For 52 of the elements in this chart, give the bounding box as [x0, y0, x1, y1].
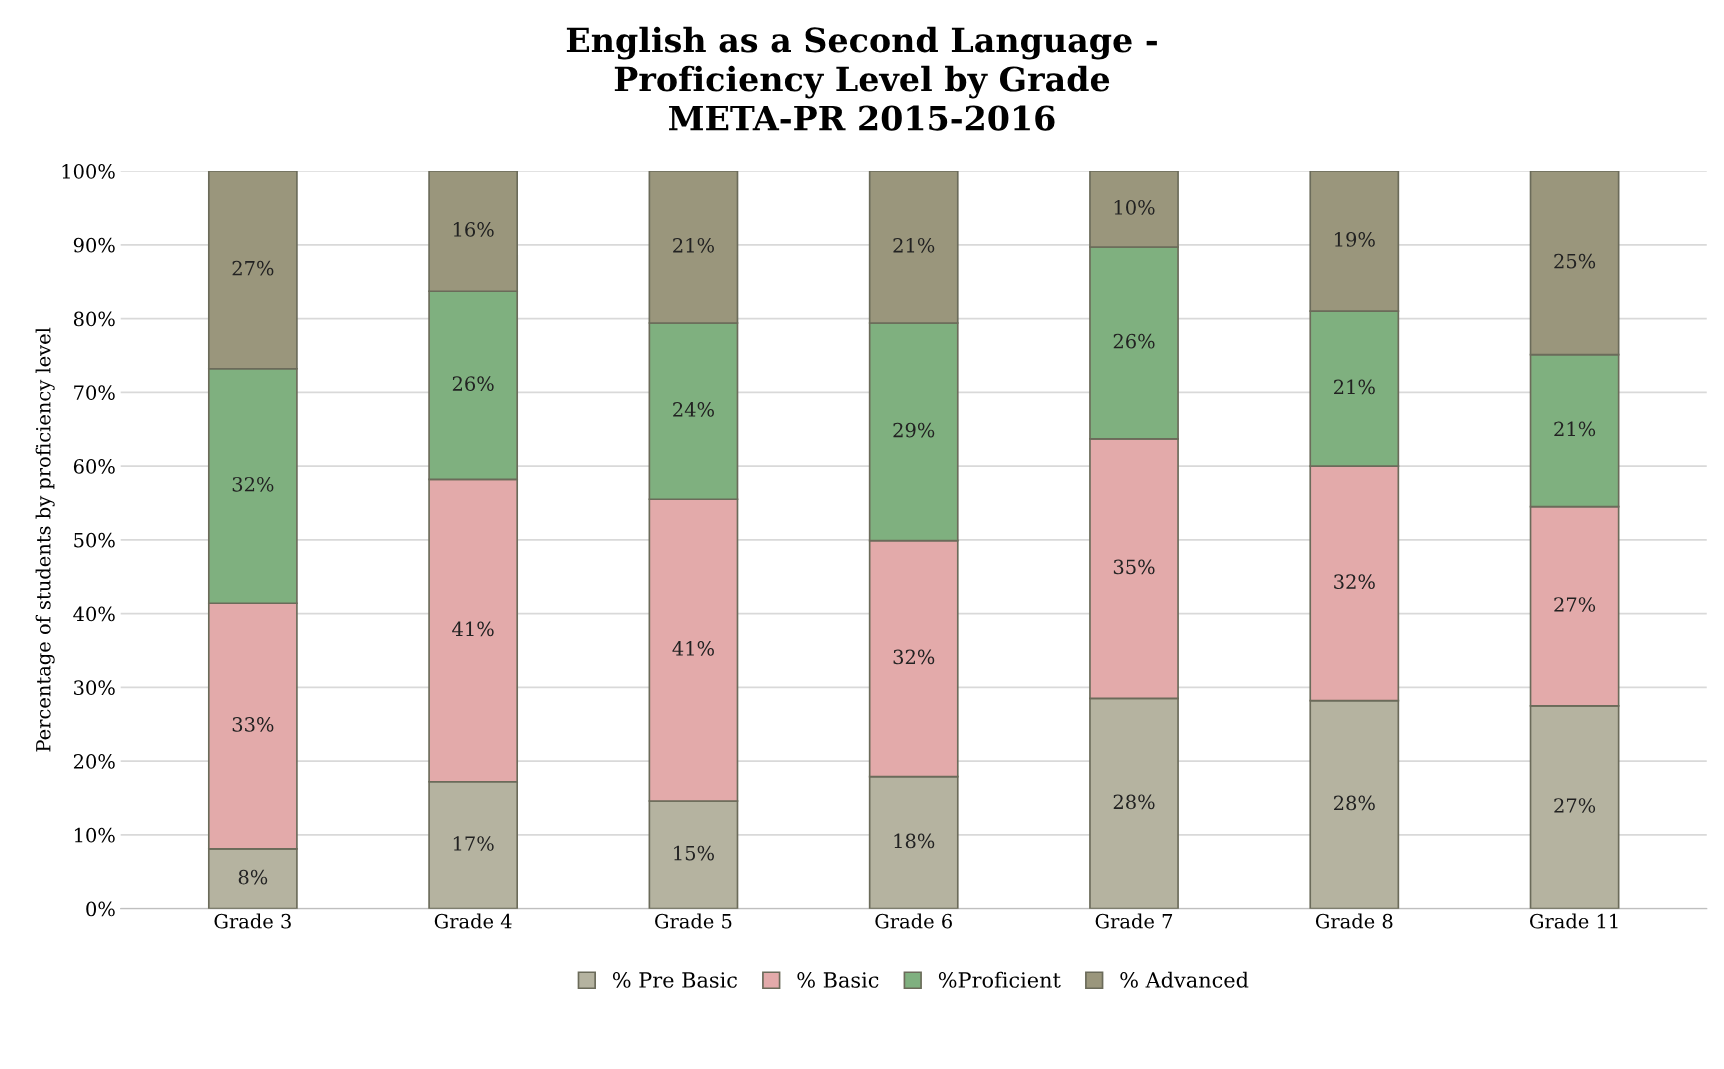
data-label: 35% — [1113, 559, 1155, 575]
legend-label: % Pre Basic — [612, 972, 737, 988]
data-label: 8% — [238, 869, 268, 885]
data-label: 21% — [893, 237, 935, 253]
data-label: 10% — [1114, 199, 1155, 215]
data-label: 41% — [672, 641, 714, 656]
data-label: 27% — [1554, 798, 1596, 813]
data-label: 28% — [1334, 795, 1375, 811]
legend-label: %Proficient — [938, 971, 1061, 988]
legend-label: % Advanced — [1120, 971, 1249, 988]
data-label: 25% — [1554, 253, 1596, 269]
data-label: 26% — [452, 376, 494, 391]
x-tick-label: Grade 3 — [214, 913, 291, 929]
y-tick-label: 20% — [73, 754, 115, 769]
data-label: 21% — [1554, 421, 1596, 437]
data-label: 18% — [894, 833, 935, 849]
chart-title: English as a Second Language - Proficiency Level by Grade META-PR 2015-2016 — [566, 26, 1157, 131]
y-axis-title: Percentage of students by proficiency level — [35, 327, 55, 752]
data-label: 24% — [673, 402, 714, 417]
data-label: 32% — [1334, 574, 1375, 590]
data-label: 21% — [673, 237, 714, 253]
data-label: 41% — [452, 621, 494, 637]
y-tick-label: 80% — [73, 311, 115, 327]
y-tick-label: 70% — [74, 385, 115, 400]
y-tick-label: 0% — [86, 901, 115, 917]
legend-label: % Basic — [797, 972, 879, 988]
data-label: 26% — [1113, 333, 1155, 349]
x-tick-label: Grade 7 — [1095, 913, 1173, 929]
y-tick-label: 60% — [73, 459, 115, 474]
data-label: 27% — [1554, 597, 1596, 612]
data-label: 16% — [453, 222, 494, 237]
data-label: 32% — [232, 476, 274, 492]
y-tick-label: 30% — [74, 680, 115, 696]
y-tick-label: 40% — [73, 606, 115, 622]
y-tick-label: 90% — [73, 237, 115, 253]
x-tick-label: Grade 6 — [875, 913, 952, 929]
data-label: 21% — [1334, 379, 1375, 395]
data-label: 28% — [1113, 794, 1155, 810]
data-label: 17% — [453, 836, 494, 851]
data-label: 33% — [232, 717, 274, 732]
data-label: 27% — [232, 260, 274, 276]
y-tick-label: 50% — [74, 532, 115, 548]
x-tick-label: Grade 8 — [1315, 913, 1393, 929]
data-label: 29% — [893, 422, 935, 438]
y-tick-label: 100% — [62, 164, 115, 179]
x-tick-label: Grade 11 — [1530, 913, 1618, 929]
x-tick-label: Grade 5 — [655, 913, 732, 929]
x-tick-label: Grade 4 — [434, 913, 512, 929]
data-label: 32% — [893, 649, 935, 665]
data-label: 19% — [1335, 232, 1375, 247]
y-tick-label: 10% — [74, 827, 115, 843]
data-label: 15% — [674, 845, 714, 861]
